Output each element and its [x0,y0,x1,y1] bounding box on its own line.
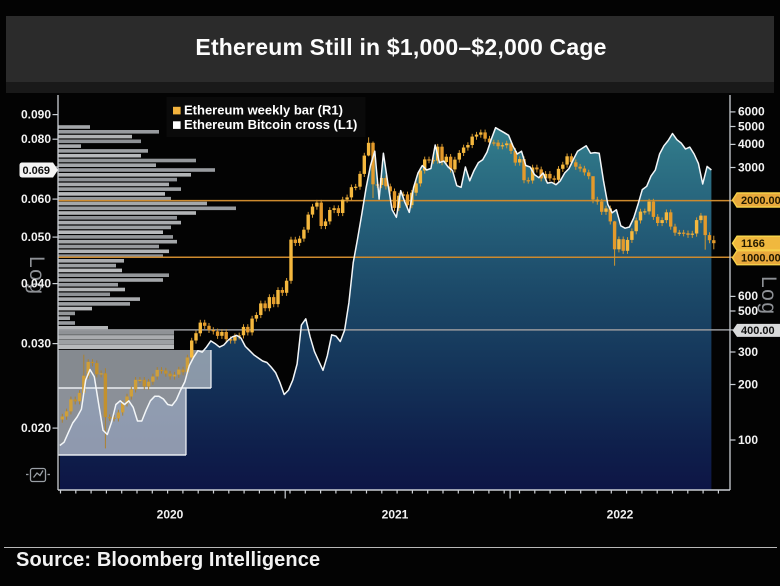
svg-text:Log: Log [757,276,780,316]
svg-text:0.060: 0.060 [21,192,51,206]
svg-text:3000: 3000 [738,160,765,174]
svg-text:0.069: 0.069 [23,165,51,177]
svg-text:5000: 5000 [738,119,765,133]
svg-text:2022: 2022 [607,508,634,522]
svg-text:6000: 6000 [738,105,765,119]
svg-text:1166: 1166 [741,238,765,250]
svg-text:0.050: 0.050 [21,230,51,244]
svg-text:0.040: 0.040 [21,276,51,290]
svg-text:0.090: 0.090 [21,107,51,121]
svg-text:Ethereum Bitcoin cross (L1): Ethereum Bitcoin cross (L1) [184,117,357,132]
svg-text:500: 500 [738,304,758,318]
svg-text:200: 200 [738,377,758,391]
svg-text:400.00: 400.00 [741,325,775,337]
svg-text:2021: 2021 [382,508,409,522]
svg-text:4000: 4000 [738,137,765,151]
svg-text:2000.00: 2000.00 [741,195,780,207]
svg-text:2020: 2020 [157,508,184,522]
svg-text:600: 600 [738,289,758,303]
svg-text:0.020: 0.020 [21,421,51,435]
svg-text:1000.00: 1000.00 [741,253,780,265]
svg-text:Ethereum weekly bar (R1): Ethereum weekly bar (R1) [184,103,343,118]
svg-text:0.080: 0.080 [21,132,51,146]
svg-text:Log: Log [25,256,48,296]
svg-text:100: 100 [738,433,758,447]
svg-text:0.030: 0.030 [21,336,51,350]
svg-text:300: 300 [738,345,758,359]
